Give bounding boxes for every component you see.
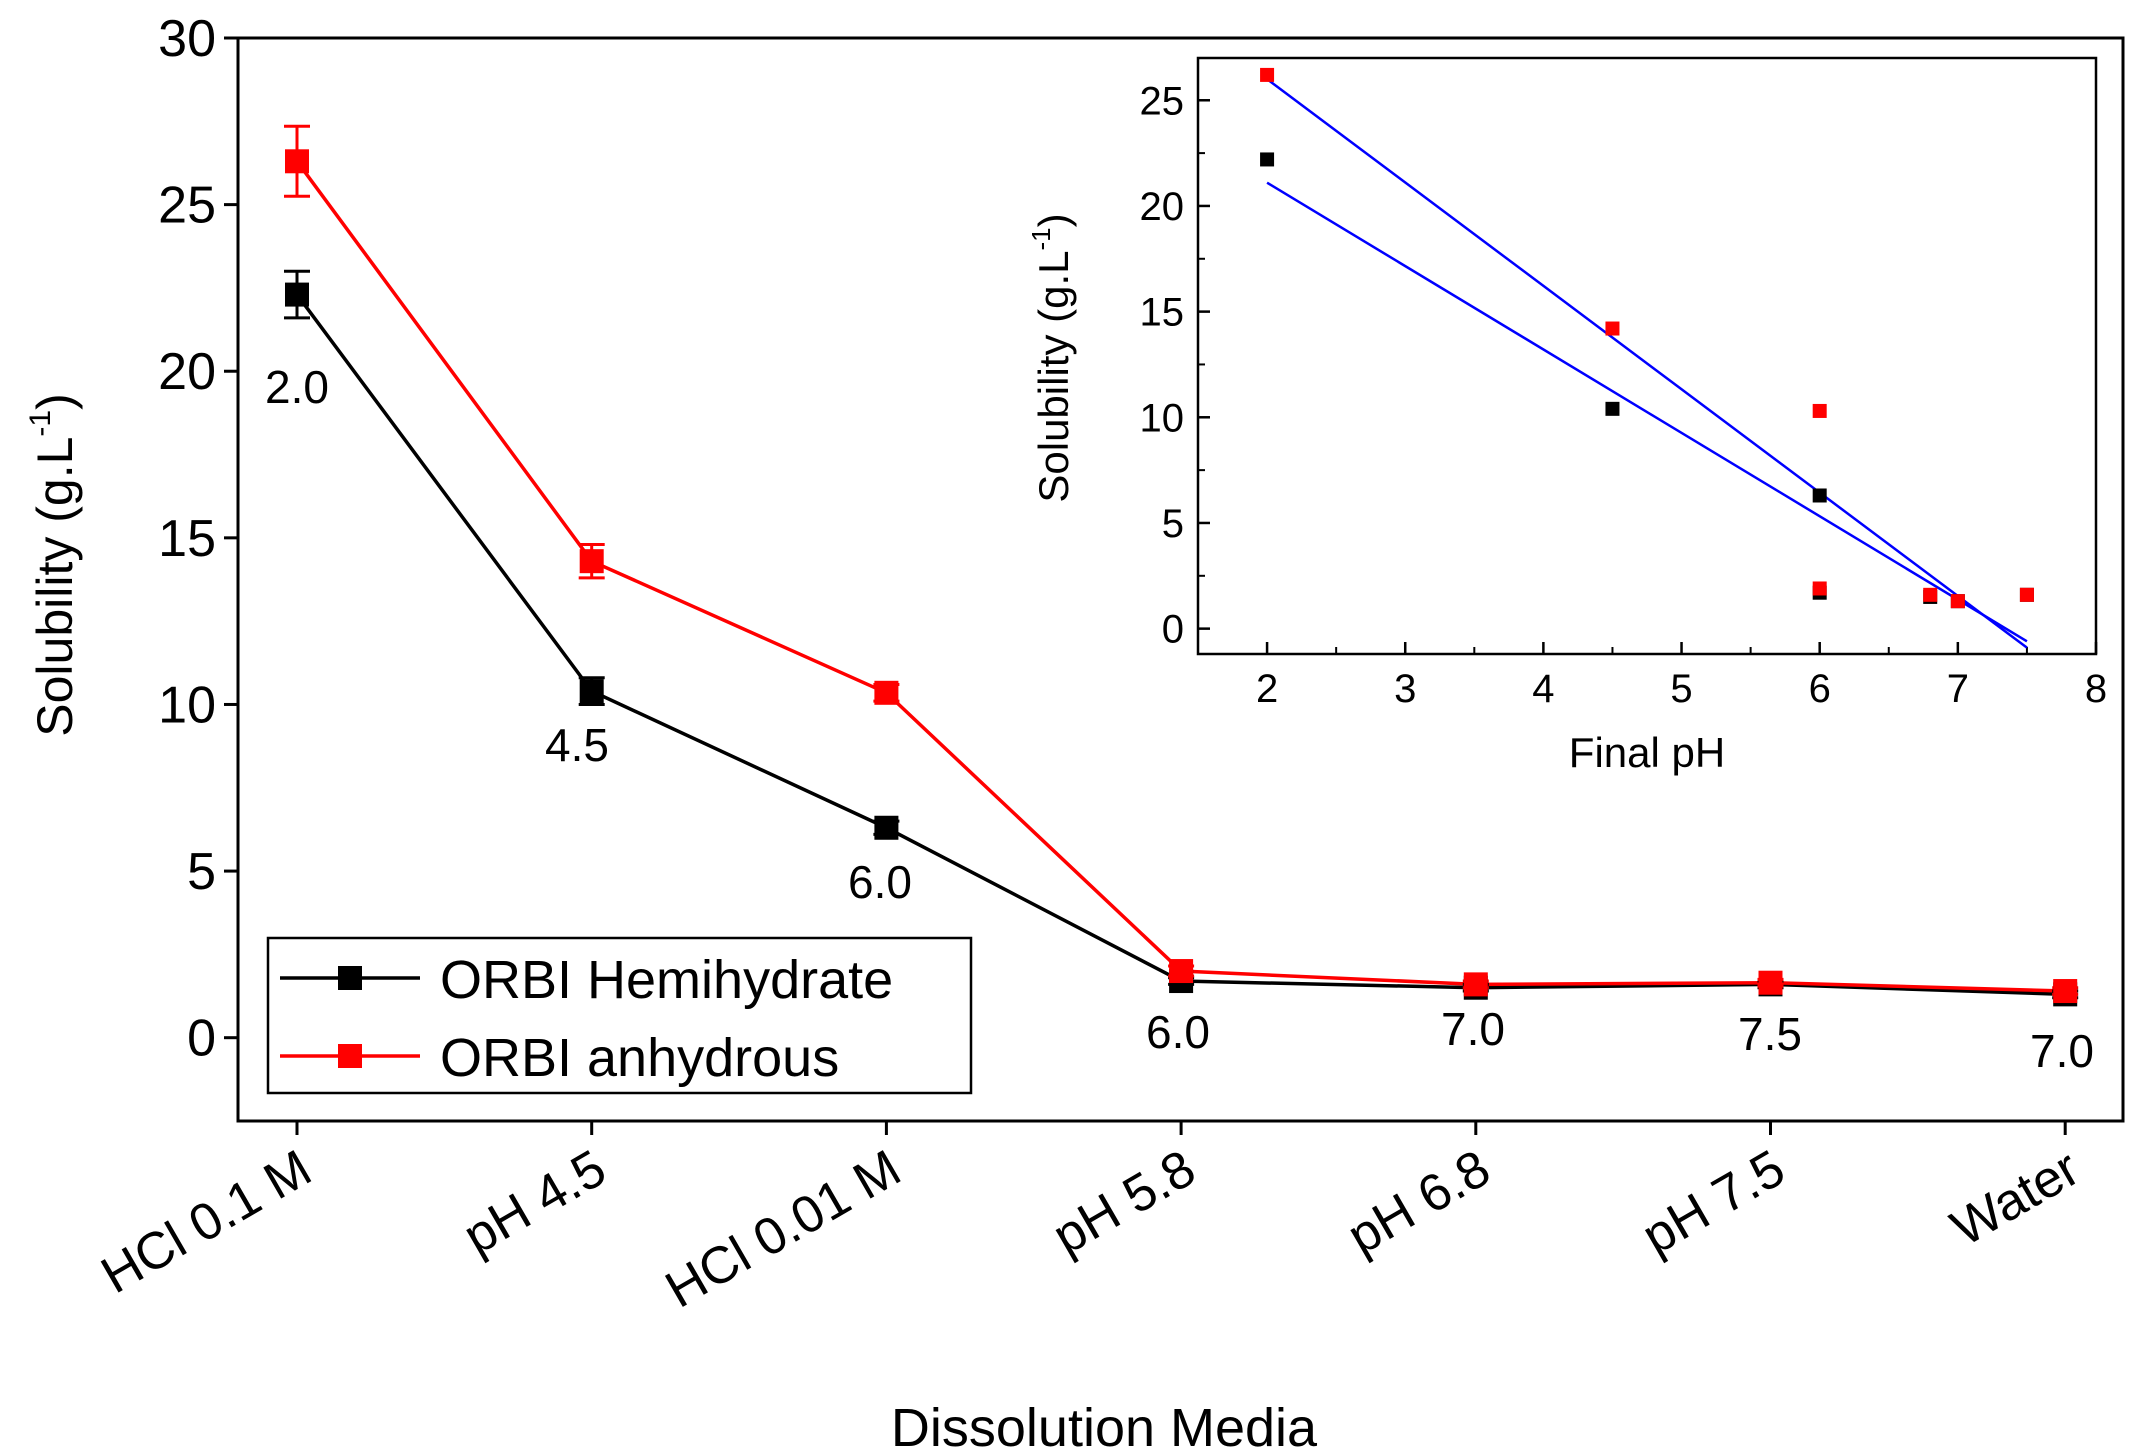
- legend-label-hemihydrate: ORBI Hemihydrate: [440, 950, 893, 1010]
- inset-y-axis-title-main: Solubility (g.L: [1030, 251, 1077, 503]
- inset-data-point: [1812, 403, 1827, 418]
- main-data-point: [1758, 970, 1783, 995]
- inset-points: [1260, 67, 2034, 609]
- inset-x-tick-label: 3: [1394, 667, 1416, 711]
- inset-data-point: [1605, 401, 1620, 416]
- main-ph-annotation: 6.0: [848, 856, 912, 908]
- main-ph-annotation: 4.5: [545, 719, 609, 771]
- inset-data-point: [1923, 587, 1938, 602]
- inset-plot-frame: [1196, 56, 2098, 656]
- legend-marker-hemihydrate: [338, 966, 362, 990]
- inset-data-point: [1605, 321, 1620, 336]
- inset-chart: 0 5 10 15 20 25 2 3 4 5 6 7 8 Final pH Solubility (…: [1026, 56, 2107, 776]
- inset-x-tick-label: 6: [1809, 667, 1831, 711]
- inset-data-point: [1812, 488, 1827, 503]
- main-data-point: [1169, 959, 1194, 984]
- inset-fit-lines: [1266, 78, 2028, 649]
- main-y-tick-label: 25: [158, 177, 216, 235]
- inset-y-axis-title-sup: -1: [1026, 227, 1056, 250]
- main-y-tick-label: 15: [158, 510, 216, 568]
- inset-fit-line: [1266, 78, 2028, 649]
- inset-y-axis-title: Solubility (g.L-1): [1026, 213, 1077, 502]
- main-ph-annotation: 7.0: [1441, 1003, 1505, 1055]
- inset-x-tick-label: 4: [1532, 667, 1554, 711]
- main-y-axis-title-sup: -1: [24, 410, 57, 437]
- inset-y-tick-label: 5: [1162, 502, 1184, 546]
- inset-data-point: [2019, 587, 2034, 602]
- inset-fit-line: [1266, 181, 2028, 643]
- main-y-tick-label: 20: [158, 343, 216, 401]
- legend-label-anhydrous: ORBI anhydrous: [440, 1028, 839, 1088]
- main-data-point: [285, 282, 309, 307]
- main-markers: [285, 149, 2078, 1007]
- inset-y-tick-label: 15: [1140, 291, 1185, 335]
- main-ph-annotations: 2.0 4.5 6.0 6.0 7.0 7.5 7.0: [265, 361, 2094, 1077]
- main-x-axis-title: Dissolution Media: [891, 1398, 1318, 1456]
- main-ph-annotation: 2.0: [265, 361, 329, 413]
- main-y-axis: 0 5 10 15 20 25 30: [158, 10, 238, 1068]
- inset-y-tick-label: 25: [1140, 79, 1185, 123]
- main-ph-annotation: 7.0: [2030, 1025, 2094, 1077]
- main-ph-annotation: 7.5: [1738, 1008, 1802, 1060]
- inset-y-tick-label: 0: [1162, 608, 1184, 652]
- inset-y-tick-label: 10: [1140, 396, 1185, 440]
- inset-x-axis-title: Final pH: [1569, 729, 1725, 776]
- main-data-point: [285, 149, 309, 174]
- legend: ORBI Hemihydrate ORBI anhydrous: [266, 936, 973, 1095]
- main-y-axis-title: Solubility (g.L-1): [24, 393, 83, 737]
- main-data-point: [579, 549, 604, 574]
- main-data-point: [1463, 972, 1488, 997]
- inset-y-tick-label: 20: [1140, 185, 1185, 229]
- inset-x-tick-label: 8: [2085, 667, 2107, 711]
- inset-data-point: [1260, 152, 1275, 167]
- main-data-point: [874, 815, 899, 840]
- inset-x-axis: 2 3 4 5 6 7 8: [1197, 642, 2107, 711]
- main-y-tick-label: 30: [158, 10, 216, 68]
- main-y-axis-title-close: ): [27, 393, 83, 410]
- inset-x-tick-label: 7: [1947, 667, 1969, 711]
- inset-data-point: [1260, 67, 1275, 82]
- main-data-point: [874, 680, 899, 705]
- inset-x-tick-label: 5: [1670, 667, 1692, 711]
- main-ph-annotation: 6.0: [1146, 1006, 1210, 1058]
- inset-y-axis: 0 5 10 15 20 25: [1140, 79, 1210, 652]
- main-y-tick-label: 5: [187, 843, 216, 901]
- main-y-tick-label: 10: [158, 676, 216, 734]
- main-y-tick-label: 0: [187, 1010, 216, 1068]
- inset-data-point: [1812, 581, 1827, 596]
- main-y-axis-title-main: Solubility (g.L: [27, 437, 83, 737]
- inset-x-tick-label: 2: [1256, 667, 1278, 711]
- inset-y-axis-title-close: ): [1030, 213, 1077, 227]
- main-data-point: [2053, 979, 2078, 1004]
- legend-marker-anhydrous: [338, 1044, 362, 1068]
- main-data-point: [579, 679, 604, 704]
- inset-data-point: [1950, 594, 1965, 609]
- legend-box: [266, 936, 973, 1095]
